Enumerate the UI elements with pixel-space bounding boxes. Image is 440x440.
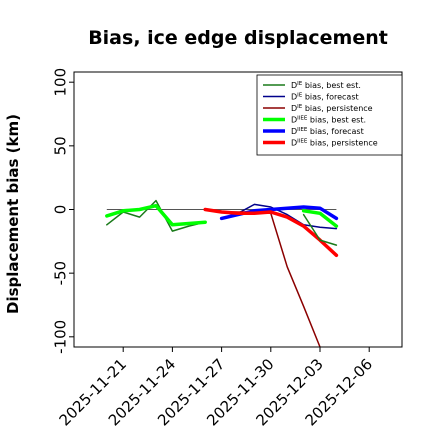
legend-entry-label: DIIEE bias, forecast (291, 127, 364, 136)
y-tick-label: -100 (51, 320, 69, 354)
series-line-3 (204, 208, 321, 348)
y-tick-label: -50 (51, 261, 69, 286)
y-tick-label: 100 (51, 68, 69, 97)
series-tail-line-1 (302, 213, 338, 246)
legend-box (256, 74, 403, 156)
series-line-6 (203, 207, 339, 258)
series-group (105, 199, 339, 348)
y-tick-label: 50 (51, 136, 69, 155)
legend: DIE bias, best est. DIE bias, forecast DIE… (256, 74, 403, 156)
chart-title: Bias, ice edge displacement (88, 27, 388, 49)
legend-entry-label: DIE bias, persistence (291, 104, 373, 113)
y-axis-label: Displacement bias (km) (4, 114, 22, 314)
series-tail-line-2 (301, 209, 339, 228)
legend-entry-label: DIIEE bias, best est. (291, 116, 366, 125)
legend-entry-label: DIIEE bias, persistence (291, 139, 378, 148)
legend-entry-label: DIE bias, best est. (291, 81, 361, 90)
y-tick-label: 0 (51, 205, 69, 215)
legend-entry-label: DIE bias, forecast (291, 93, 359, 102)
series-line-4 (105, 203, 207, 227)
